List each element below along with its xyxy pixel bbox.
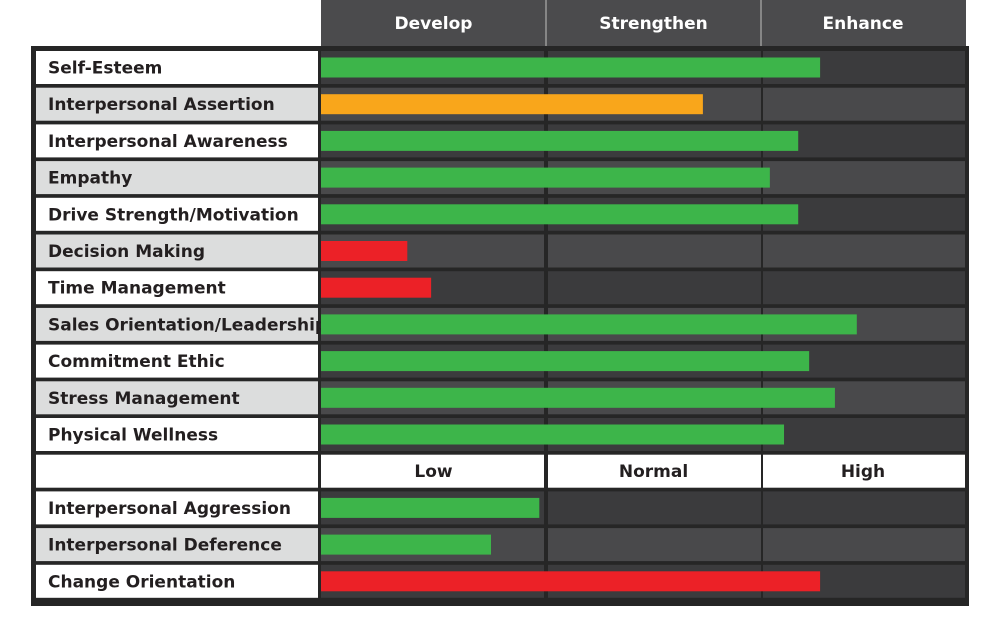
column-header-cell [548, 454, 761, 488]
column-header: Low [414, 462, 453, 482]
track-cell [763, 87, 965, 121]
row-label: Interpersonal Awareness [48, 132, 288, 152]
track-cell [548, 271, 761, 305]
column-header: Enhance [823, 14, 904, 34]
track-cell [548, 234, 761, 268]
bar [321, 314, 857, 335]
track-cell [763, 491, 965, 525]
row-label: Stress Management [48, 389, 240, 409]
label-cell [36, 491, 318, 525]
bar [321, 167, 770, 188]
row-label: Time Management [48, 279, 226, 299]
label-cell [36, 87, 318, 121]
bar [321, 351, 810, 372]
column-header: High [841, 462, 885, 482]
track-cell [763, 418, 965, 451]
row-label: Change Orientation [48, 572, 235, 592]
bar [321, 534, 492, 555]
bar [321, 277, 432, 298]
bar [321, 497, 540, 518]
bar [321, 204, 799, 225]
label-cell [36, 124, 318, 158]
column-header: Strengthen [599, 14, 707, 34]
track-cell [763, 271, 965, 305]
row-label: Decision Making [48, 242, 205, 262]
row-label: Drive Strength/Motivation [48, 205, 299, 225]
track-cell [763, 528, 965, 562]
label-cell [36, 381, 318, 415]
track-cell [548, 528, 761, 562]
bar [321, 571, 821, 592]
bar [321, 424, 785, 445]
label-cell [36, 271, 318, 305]
label-cell [36, 344, 318, 378]
label-cell [36, 197, 318, 231]
header-bar [321, 0, 966, 46]
row-label: Interpersonal Assertion [48, 95, 275, 115]
row-label: Self-Esteem [48, 59, 162, 79]
row-label: Sales Orientation/Leadership [48, 315, 327, 335]
label-cell [36, 234, 318, 268]
bar [321, 130, 799, 151]
column-header: Develop [395, 14, 473, 34]
track-cell [763, 234, 965, 268]
bar [321, 387, 835, 408]
row-label: Interpersonal Aggression [48, 499, 291, 519]
bar [321, 241, 408, 261]
column-header-cell [763, 454, 965, 488]
row-label: Empathy [48, 169, 132, 189]
column-header-cell [321, 454, 544, 488]
row-label: Commitment Ethic [48, 352, 225, 372]
row-label: Physical Wellness [48, 426, 218, 446]
label-cell [36, 418, 318, 451]
label-cell [36, 528, 318, 562]
bar [321, 57, 821, 78]
track-cell [763, 161, 965, 195]
label-cell [36, 564, 318, 598]
bar [321, 94, 703, 115]
label-cell [36, 161, 318, 195]
header-label-cell [36, 454, 318, 488]
label-cell [36, 307, 318, 341]
track-cell [548, 491, 761, 525]
label-cell [36, 51, 318, 84]
row-label: Interpersonal Deference [48, 536, 282, 556]
column-header: Normal [619, 462, 688, 482]
